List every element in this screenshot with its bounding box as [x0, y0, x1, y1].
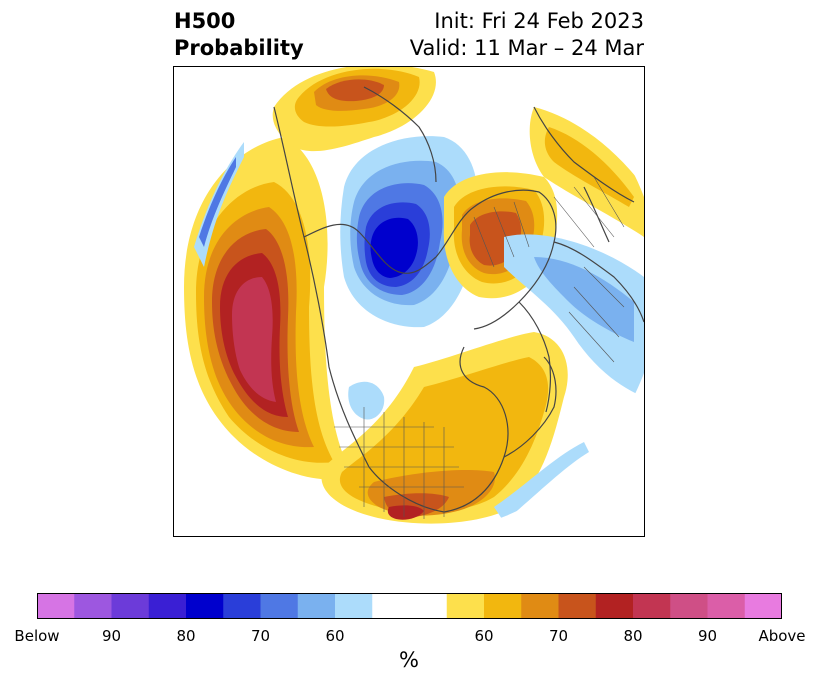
atlantic-below-streak — [494, 442, 589, 522]
colorbar-tick-label: 90 — [697, 627, 718, 645]
colorbar-tick-label: 80 — [176, 627, 196, 645]
ne-ridge-core — [544, 127, 634, 207]
forecast-dates: Init: Fri 24 Feb 2023 Valid: 11 Mar – 24… — [410, 8, 644, 62]
map-panel — [173, 66, 645, 537]
colorbar-cell — [558, 593, 597, 619]
colorbar-tick-label: 90 — [101, 627, 122, 645]
colorbar-cell — [633, 593, 671, 619]
colorbar-cell — [186, 593, 224, 619]
colorbar-tick-label: 80 — [623, 627, 643, 645]
chart-title: H500 Probability — [174, 8, 304, 62]
border-lines — [334, 176, 625, 519]
canada-below — [348, 381, 385, 420]
arctic-trough-shading — [340, 136, 478, 328]
colorbar-cell — [707, 593, 746, 619]
colorbar-cell — [74, 593, 112, 619]
colorbar — [37, 593, 782, 619]
colorbar-cell — [335, 593, 373, 619]
colorbar-cell — [223, 593, 261, 619]
valid-range: Valid: 11 Mar – 24 Mar — [409, 36, 644, 60]
colorbar-cell — [372, 593, 410, 619]
colorbar-cell — [260, 593, 299, 619]
title-line-probability: Probability — [174, 36, 304, 60]
init-date: Init: Fri 24 Feb 2023 — [434, 9, 644, 33]
colorbar-cell — [484, 593, 522, 619]
colorbar-cell — [521, 593, 559, 619]
siberia-ridge-shading — [272, 67, 436, 152]
colorbar-tick-label: 60 — [474, 627, 494, 645]
colorbar-cell — [409, 593, 448, 619]
pacific-ridge-shading — [184, 137, 354, 480]
colorbar-cell — [670, 593, 708, 619]
colorbar-cell — [297, 593, 336, 619]
colorbar-cell — [37, 593, 75, 619]
colorbar-cell — [446, 593, 485, 619]
colorbar-tick-label: Above — [758, 627, 806, 645]
colorbar-cell — [111, 593, 150, 619]
colorbar-tick-label: 70 — [250, 627, 271, 645]
title-line-h500: H500 — [174, 9, 236, 33]
colorbar-cell — [595, 593, 634, 619]
colorbar-cell — [148, 593, 187, 619]
west-edge-below-core — [199, 157, 236, 247]
coastline-outlines — [273, 86, 644, 513]
colorbar-cell — [744, 593, 782, 619]
colorbar-tick-label: Below — [14, 627, 60, 645]
colorbar-tick-label: 60 — [325, 627, 345, 645]
colorbar-unit: % — [399, 648, 419, 672]
probability-map — [184, 67, 644, 524]
colorbar-tick-label: 70 — [548, 627, 569, 645]
